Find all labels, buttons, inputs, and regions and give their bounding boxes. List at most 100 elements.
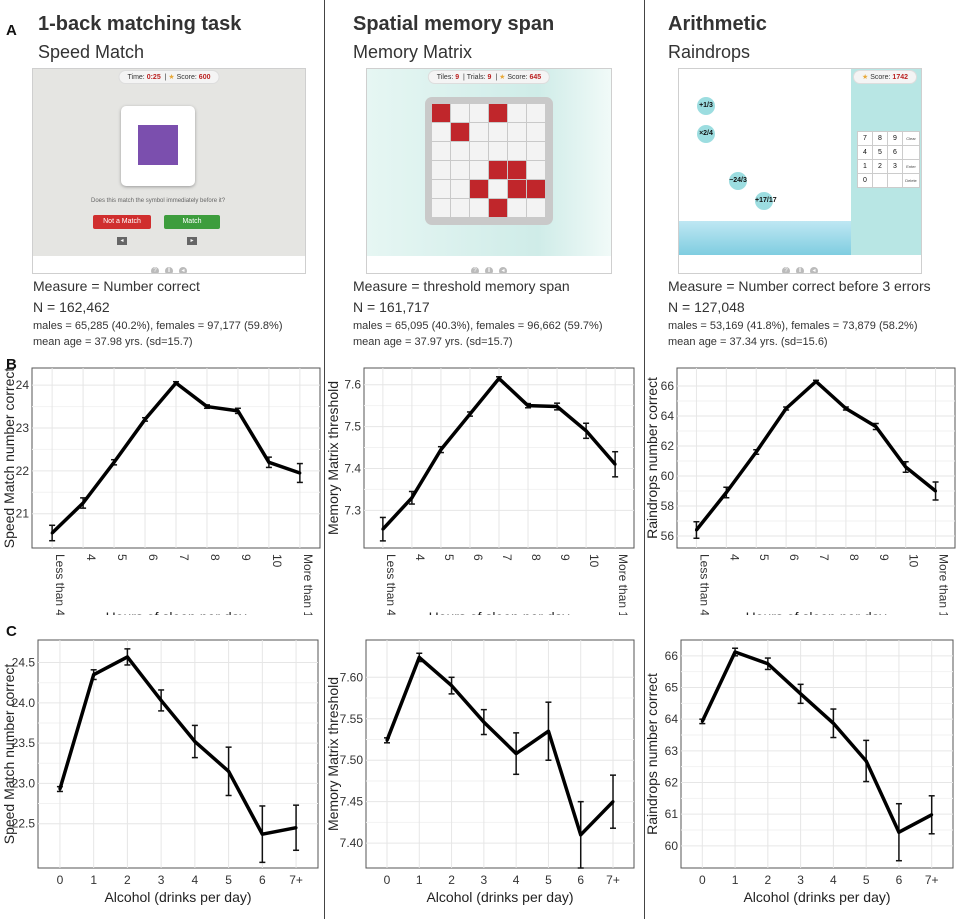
data-point [227, 769, 231, 773]
y-tick-label: 7.45 [340, 795, 364, 809]
matrix-tile[interactable] [432, 161, 450, 179]
x-tick-label: 7 [177, 554, 191, 561]
matrix-tile-lit[interactable] [489, 104, 507, 122]
x-tick-label: Less than 4 [53, 554, 67, 615]
sample-size: N = 161,717 [353, 299, 430, 315]
y-tick-label: 60 [665, 839, 679, 853]
matrix-tile[interactable] [508, 142, 526, 160]
pause-icon[interactable]: ‖ [165, 267, 173, 273]
matrix-tile-lit[interactable] [508, 180, 526, 198]
key-blank [888, 174, 902, 187]
key-6[interactable]: 6 [888, 146, 902, 159]
matrix-tile[interactable] [470, 161, 488, 179]
key-2[interactable]: 2 [873, 160, 887, 173]
matrix-board [425, 97, 553, 225]
key-delete[interactable]: Delete [903, 174, 919, 187]
matrix-tile[interactable] [508, 104, 526, 122]
game-name: Speed Match [38, 42, 145, 62]
game-hud: Time: 0:25 | ★ Score: 600 [118, 70, 220, 84]
not-a-match-button[interactable]: Not a Match [93, 215, 151, 229]
x-axis-label: Alcohol (drinks per day) [743, 889, 890, 905]
x-tick-label: 3 [481, 873, 488, 887]
matrix-tile-lit[interactable] [527, 180, 545, 198]
score-value: 645 [529, 74, 542, 81]
matrix-tile[interactable] [470, 199, 488, 217]
y-tick-label: 24.0 [12, 696, 36, 710]
matrix-tile[interactable] [451, 180, 469, 198]
matrix-tile-lit[interactable] [432, 104, 450, 122]
key-7[interactable]: 7 [858, 132, 872, 145]
x-tick-label: 4 [413, 554, 427, 561]
matrix-tile[interactable] [489, 180, 507, 198]
game-hud: ★ Score: 1742 [853, 70, 917, 84]
x-tick-label: 7 [500, 554, 514, 561]
matrix-tile[interactable] [432, 180, 450, 198]
sound-icon[interactable]: ◂ [179, 267, 187, 273]
x-tick-label: 1 [416, 873, 423, 887]
chart-alcohol-raindrops: 60 61 62 63 64 65 66 0 1 2 3 4 5 6 7+ Alcohol (drinks p… [645, 639, 954, 905]
matrix-tile[interactable] [527, 199, 545, 217]
left-arrow-icon: ◂ [117, 237, 127, 245]
matrix-tile[interactable] [508, 199, 526, 217]
matrix-tile-lit[interactable] [470, 180, 488, 198]
pause-icon[interactable]: ‖ [796, 267, 804, 273]
data-point [298, 471, 302, 475]
column-divider-2 [644, 0, 645, 919]
key-blank [873, 174, 887, 187]
sample-size: N = 162,462 [33, 299, 110, 315]
matrix-tile[interactable] [489, 123, 507, 141]
x-tick-label: 3 [158, 873, 165, 887]
data-point [897, 830, 901, 834]
pause-icon[interactable]: ‖ [485, 267, 493, 273]
matrix-tile[interactable] [527, 142, 545, 160]
matrix-tile[interactable] [527, 123, 545, 141]
x-tick-label: More than 10 [937, 554, 951, 615]
x-tick-label: 0 [699, 873, 706, 887]
matrix-tile[interactable] [470, 142, 488, 160]
game-hud: Tiles: 9 | Trials: 9 | ★ Score: 645 [427, 70, 551, 84]
matrix-tile[interactable] [508, 123, 526, 141]
y-tick-label: 23.0 [12, 776, 36, 790]
task-title: Spatial memory span [353, 13, 555, 35]
key-5[interactable]: 5 [873, 146, 887, 159]
key-enter[interactable]: Enter [903, 160, 919, 173]
matrix-tile[interactable] [451, 199, 469, 217]
help-icon[interactable]: ? [471, 267, 479, 273]
help-icon[interactable]: ? [151, 267, 159, 273]
key-1[interactable]: 1 [858, 160, 872, 173]
matrix-tile[interactable] [432, 142, 450, 160]
raindrops-screenshot: ★ Score: 1742 +1/3 ×2/4 −24/3 +17/17 7 8… [678, 68, 922, 274]
sound-icon[interactable]: ◂ [810, 267, 818, 273]
matrix-tile-lit[interactable] [489, 199, 507, 217]
matrix-tile[interactable] [470, 123, 488, 141]
sound-icon[interactable]: ◂ [499, 267, 507, 273]
matrix-tile[interactable] [432, 199, 450, 217]
data-point [439, 448, 443, 452]
matrix-tile[interactable] [470, 104, 488, 122]
matrix-tile[interactable] [489, 142, 507, 160]
match-button[interactable]: Match [164, 215, 220, 229]
key-8[interactable]: 8 [873, 132, 887, 145]
key-0[interactable]: 0 [858, 174, 872, 187]
key-clear[interactable]: Clear [903, 132, 919, 145]
matrix-tile[interactable] [451, 161, 469, 179]
y-axis-label: Memory Matrix threshold [326, 381, 341, 535]
key-3[interactable]: 3 [888, 160, 902, 173]
matrix-tile-lit[interactable] [489, 161, 507, 179]
key-9[interactable]: 9 [888, 132, 902, 145]
matrix-tile[interactable] [527, 161, 545, 179]
x-tick-label: 10 [587, 554, 601, 568]
matrix-tile[interactable] [527, 104, 545, 122]
matrix-tile-lit[interactable] [508, 161, 526, 179]
help-icon[interactable]: ? [782, 267, 790, 273]
matrix-tile[interactable] [451, 104, 469, 122]
matrix-tile[interactable] [451, 142, 469, 160]
key-4[interactable]: 4 [858, 146, 872, 159]
x-tick-label: Less than 4 [384, 554, 398, 615]
y-tick-label: 24.5 [12, 656, 36, 670]
matrix-tile[interactable] [432, 123, 450, 141]
panel-label-c: C [6, 623, 17, 640]
matrix-tile-lit[interactable] [451, 123, 469, 141]
star-icon: ★ [862, 74, 869, 81]
data-point [799, 692, 803, 696]
